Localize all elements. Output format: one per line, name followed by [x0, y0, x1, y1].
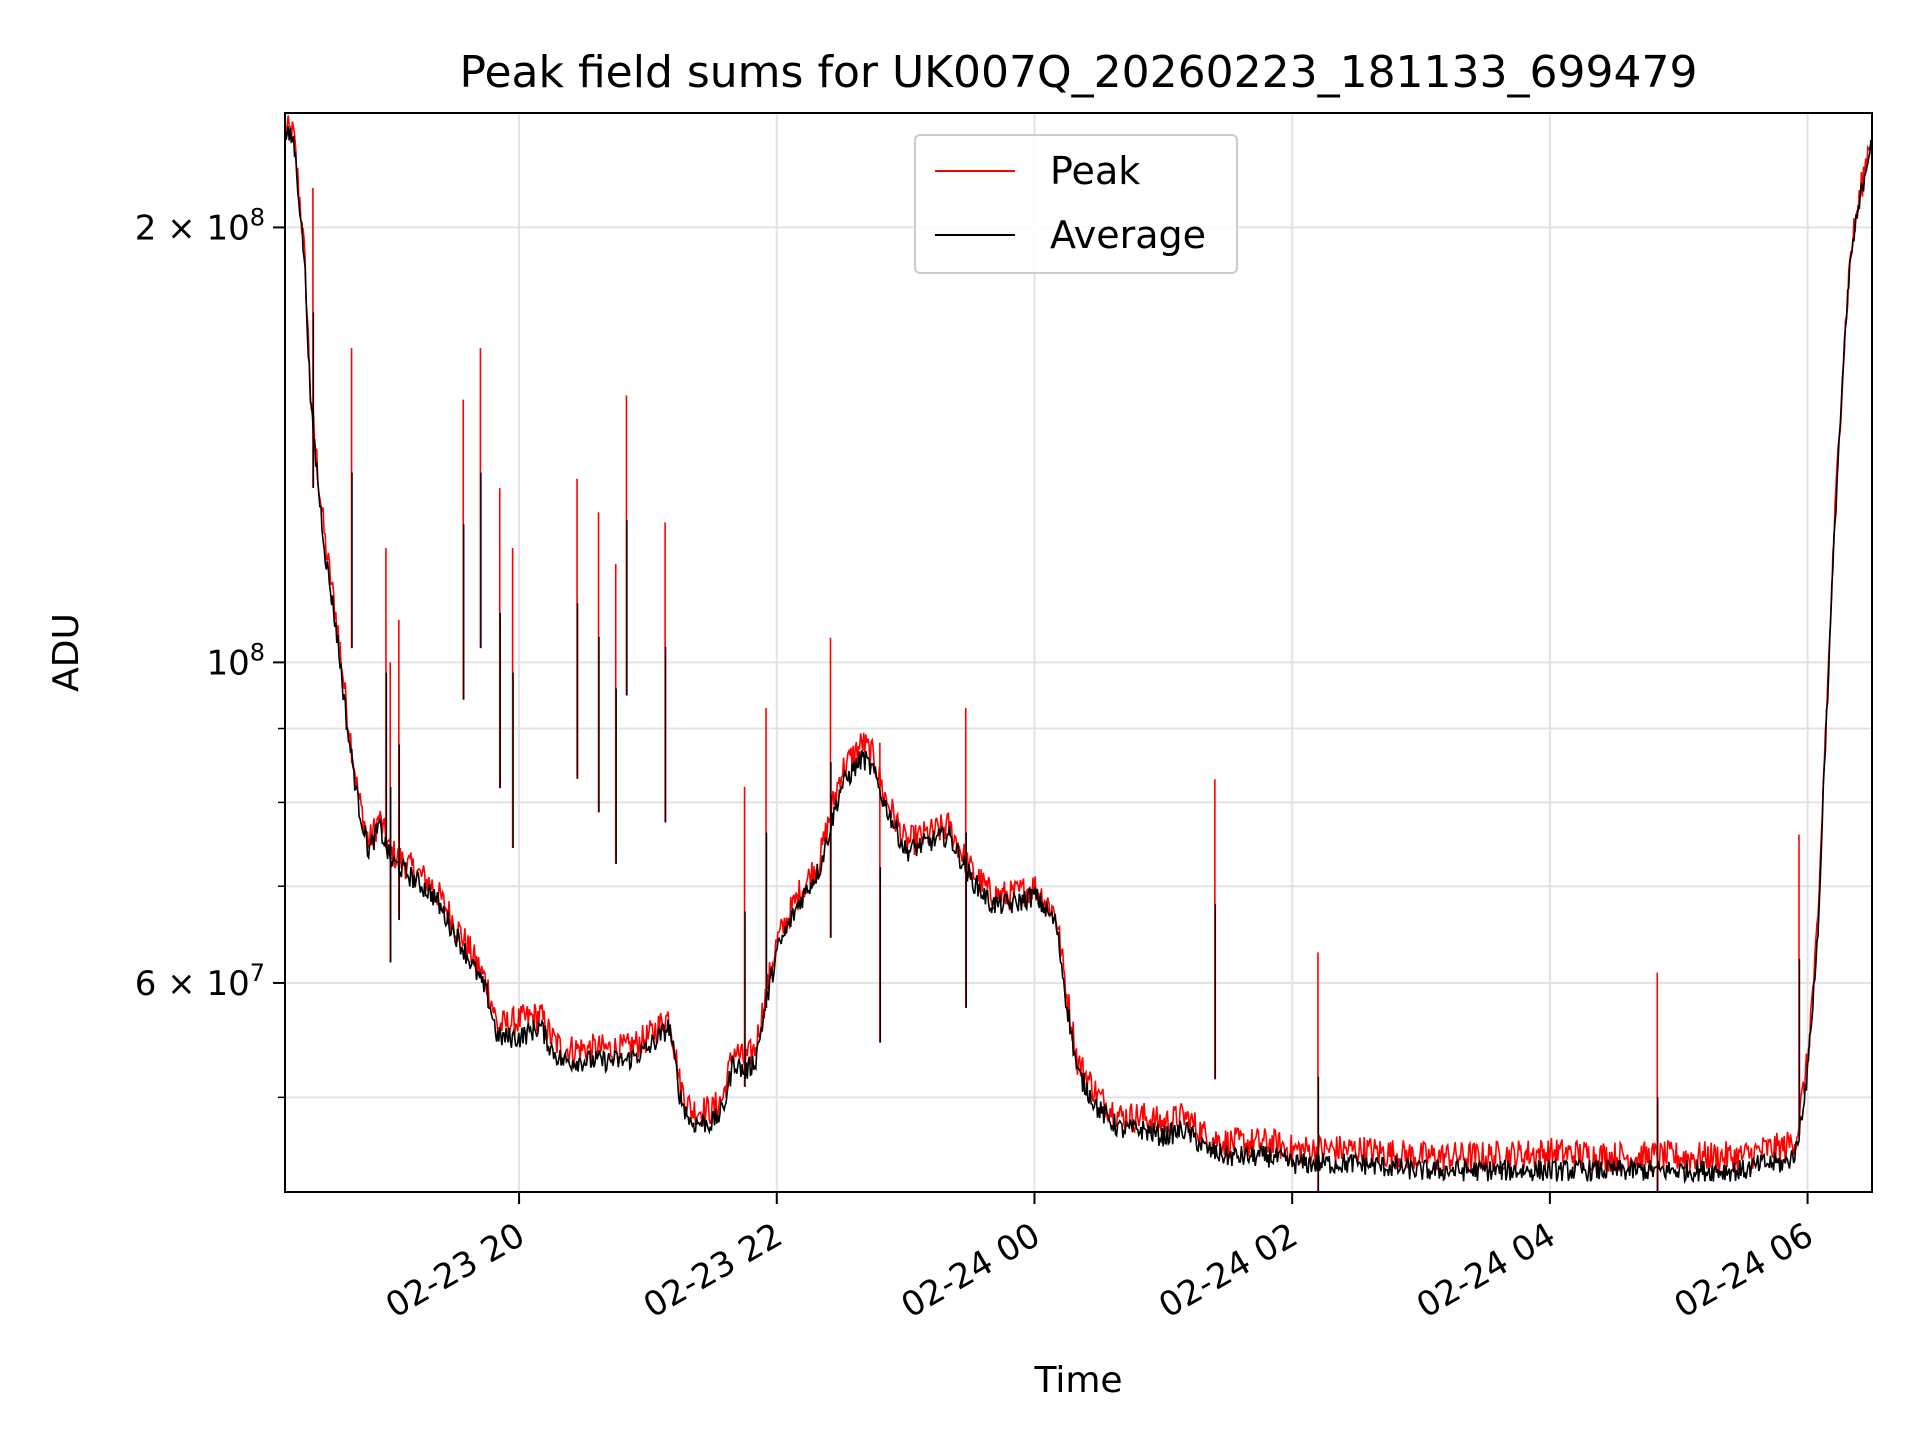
plot-frame — [284, 112, 1873, 1193]
y-tick-label: 2 × 108 — [135, 203, 265, 248]
chart-title: Peak field sums for UK007Q_20260223_1811… — [459, 47, 1697, 98]
data-layer — [284, 115, 1873, 1192]
y-tick-label: 6 × 107 — [135, 959, 265, 1004]
legend-label-average: Average — [1050, 213, 1206, 257]
legend-label-peak: Peak — [1050, 149, 1140, 193]
y-tick-label: 108 — [206, 638, 265, 683]
y-axis-label: ADU — [46, 613, 87, 692]
legend-box — [914, 134, 1238, 274]
series-line-average — [284, 126, 1873, 1184]
x-axis-label: Time — [1033, 1360, 1122, 1401]
legend: Peak Average — [914, 134, 1238, 274]
grid-layer — [285, 113, 1872, 1192]
